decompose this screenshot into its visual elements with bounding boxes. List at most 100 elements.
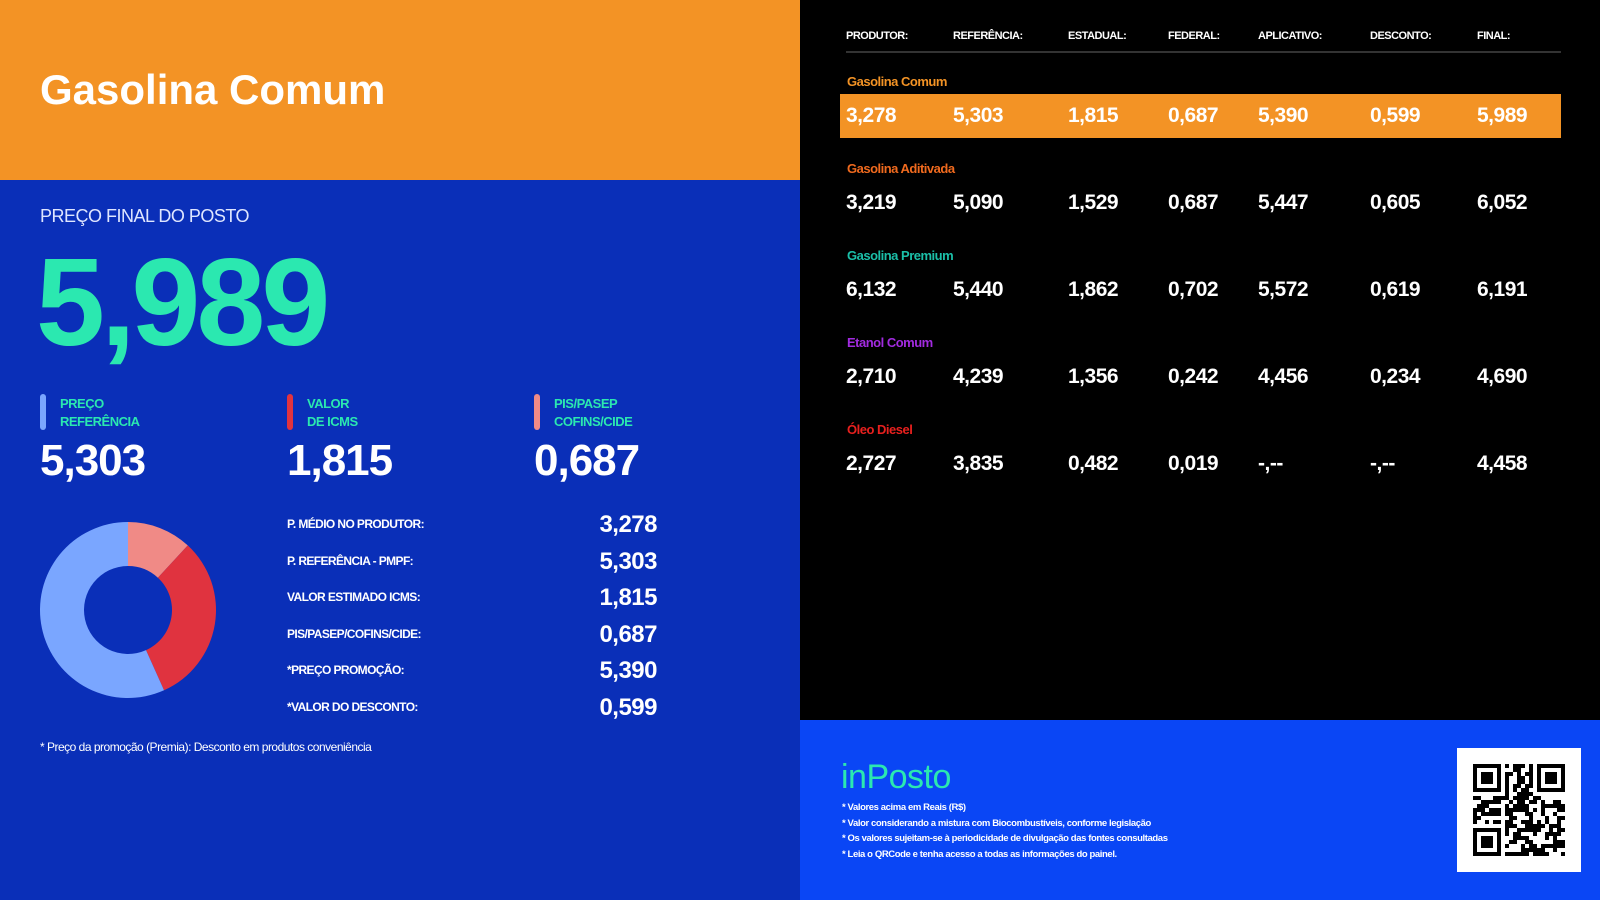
detail-value: 1,815 bbox=[599, 584, 657, 611]
column-header: FEDERAL: bbox=[1168, 30, 1220, 42]
kpi-color-bar bbox=[40, 394, 46, 430]
detail-value: 0,687 bbox=[599, 620, 657, 648]
table-cell: 5,390 bbox=[1258, 104, 1309, 127]
product-name: Óleo Diesel bbox=[847, 422, 913, 437]
table-cell: 4,456 bbox=[1258, 365, 1309, 388]
table-cell: 6,132 bbox=[846, 278, 897, 301]
table-row[interactable]: 6,132 5,440 1,862 0,702 5,572 0,619 6,191 bbox=[840, 268, 1561, 312]
kpi-value: 1,815 bbox=[287, 436, 393, 485]
kpi-value: 0,687 bbox=[534, 436, 640, 485]
final-price-label: PREÇO FINAL DO POSTO bbox=[40, 206, 250, 226]
table-cell: 5,440 bbox=[953, 278, 1004, 301]
kpi-label-line: REFERÊNCIA bbox=[60, 414, 140, 429]
product-name: Gasolina Premium bbox=[847, 248, 954, 263]
table-cell: 4,239 bbox=[953, 365, 1004, 388]
table-row[interactable]: 2,710 4,239 1,356 0,242 4,456 0,234 4,690 bbox=[840, 355, 1561, 399]
table-cell: 3,278 bbox=[846, 104, 897, 127]
product-name: Etanol Comum bbox=[847, 335, 933, 350]
table-cell: 1,529 bbox=[1068, 191, 1119, 214]
detail-label: P. REFERÊNCIA - PMPF: bbox=[287, 553, 414, 568]
table-cell: 1,862 bbox=[1068, 278, 1119, 301]
detail-row: P. MÉDIO NO PRODUTOR: 3,278 bbox=[287, 511, 657, 541]
kpi-color-bar bbox=[534, 394, 540, 430]
left-panel: Gasolina Comum PREÇO FINAL DO POSTO 5,98… bbox=[0, 0, 800, 900]
detail-label: P. MÉDIO NO PRODUTOR: bbox=[287, 517, 425, 531]
table-cell: 0,619 bbox=[1370, 278, 1421, 301]
kpi-label-line: VALOR bbox=[307, 396, 350, 411]
donut-slice-pis bbox=[128, 522, 188, 578]
table-cell: 0,234 bbox=[1370, 365, 1421, 388]
kpi-label-line: PIS/PASEP bbox=[554, 396, 618, 411]
kpi-label-line: COFINS/CIDE bbox=[554, 414, 633, 429]
detail-row: VALOR ESTIMADO ICMS: 1,815 bbox=[287, 584, 657, 614]
detail-row: *VALOR DO DESCONTO: 0,599 bbox=[287, 694, 657, 724]
table-cell: 0,687 bbox=[1168, 104, 1219, 127]
detail-value: 3,278 bbox=[599, 511, 657, 538]
detail-label: VALOR ESTIMADO ICMS: bbox=[287, 590, 421, 604]
table-cell: 0,599 bbox=[1370, 104, 1421, 127]
detail-label: PIS/PASEP/COFINS/CIDE: bbox=[287, 626, 422, 641]
table-cell: 5,989 bbox=[1477, 104, 1528, 127]
detail-value: 0,599 bbox=[599, 693, 657, 721]
table-cell: 5,572 bbox=[1258, 278, 1309, 301]
qr-code[interactable] bbox=[1457, 748, 1581, 872]
qr-code-icon bbox=[1473, 764, 1565, 856]
kpi-label: PIS/PASEP COFINS/CIDE bbox=[554, 395, 633, 431]
table-cell: 0,019 bbox=[1168, 452, 1219, 475]
final-price-value: 5,989 bbox=[36, 234, 330, 372]
table-cell: 0,702 bbox=[1168, 278, 1219, 301]
table-cell: -,-- bbox=[1258, 452, 1283, 475]
product-name: Gasolina Comum bbox=[847, 74, 947, 89]
footnote: * Os valores sujeitam-se à periodicidade… bbox=[842, 833, 1168, 844]
table-cell: 3,835 bbox=[953, 452, 1004, 475]
donut-slice-produtor bbox=[40, 522, 165, 698]
kpi-label: PREÇO REFERÊNCIA bbox=[60, 395, 140, 431]
column-header: APLICATIVO: bbox=[1258, 30, 1322, 42]
table-cell: 5,303 bbox=[953, 104, 1004, 127]
kpi-label-line: DE ICMS bbox=[307, 414, 358, 429]
table-row[interactable]: 2,727 3,835 0,482 0,019 -,-- -,-- 4,458 bbox=[840, 442, 1561, 486]
inposto-logo: inPosto bbox=[841, 758, 951, 796]
column-header: DESCONTO: bbox=[1370, 30, 1432, 42]
table-cell: 5,090 bbox=[953, 191, 1004, 214]
table-cell: 1,815 bbox=[1068, 104, 1119, 127]
column-header: REFERÊNCIA: bbox=[953, 30, 1023, 42]
price-composition-donut bbox=[40, 522, 216, 698]
header-divider bbox=[846, 51, 1561, 53]
table-cell: 2,727 bbox=[846, 452, 897, 475]
kpi-value: 5,303 bbox=[40, 436, 146, 485]
donut-slice-icms bbox=[146, 545, 216, 691]
header-banner: Gasolina Comum bbox=[0, 0, 800, 180]
detail-row: P. REFERÊNCIA - PMPF: 5,303 bbox=[287, 548, 657, 578]
table-cell: 4,458 bbox=[1477, 452, 1528, 475]
detail-value: 5,303 bbox=[599, 547, 657, 575]
table-cell: -,-- bbox=[1370, 452, 1395, 475]
table-cell: 0,242 bbox=[1168, 365, 1219, 388]
footnote: * Leia o QRCode e tenha acesso a todas a… bbox=[842, 848, 1117, 860]
detail-label: *VALOR DO DESCONTO: bbox=[287, 699, 418, 714]
table-cell: 6,191 bbox=[1477, 278, 1528, 301]
detail-value: 5,390 bbox=[599, 657, 657, 684]
table-cell: 1,356 bbox=[1068, 365, 1119, 388]
detail-label: *PREÇO PROMOÇÃO: bbox=[287, 663, 405, 677]
table-row[interactable]: 3,278 5,303 1,815 0,687 5,390 0,599 5,989 bbox=[840, 94, 1561, 138]
table-cell: 0,687 bbox=[1168, 191, 1219, 214]
table-cell: 3,219 bbox=[846, 191, 897, 214]
table-cell: 5,447 bbox=[1258, 191, 1309, 214]
column-header: PRODUTOR: bbox=[846, 30, 908, 42]
product-name: Gasolina Aditivada bbox=[847, 161, 955, 176]
kpi-label-line: PREÇO bbox=[60, 396, 104, 411]
footnote: * Valor considerando a mistura com Bioco… bbox=[842, 817, 1151, 829]
footer-panel: inPosto * Valores acima em Reais (R$) * V… bbox=[800, 720, 1600, 900]
kpi-color-bar bbox=[287, 394, 293, 430]
table-cell: 4,690 bbox=[1477, 365, 1528, 388]
table-cell: 2,710 bbox=[846, 365, 897, 388]
detail-row: *PREÇO PROMOÇÃO: 5,390 bbox=[287, 657, 657, 687]
kpi-label: VALOR DE ICMS bbox=[307, 395, 358, 431]
footnote: * Valores acima em Reais (R$) bbox=[842, 802, 966, 813]
promo-note: * Preço da promoção (Premia): Desconto e… bbox=[40, 740, 372, 754]
column-header: ESTADUAL: bbox=[1068, 30, 1127, 42]
table-cell: 0,605 bbox=[1370, 191, 1421, 214]
product-title: Gasolina Comum bbox=[40, 66, 386, 113]
table-row[interactable]: 3,219 5,090 1,529 0,687 5,447 0,605 6,052 bbox=[840, 181, 1561, 225]
